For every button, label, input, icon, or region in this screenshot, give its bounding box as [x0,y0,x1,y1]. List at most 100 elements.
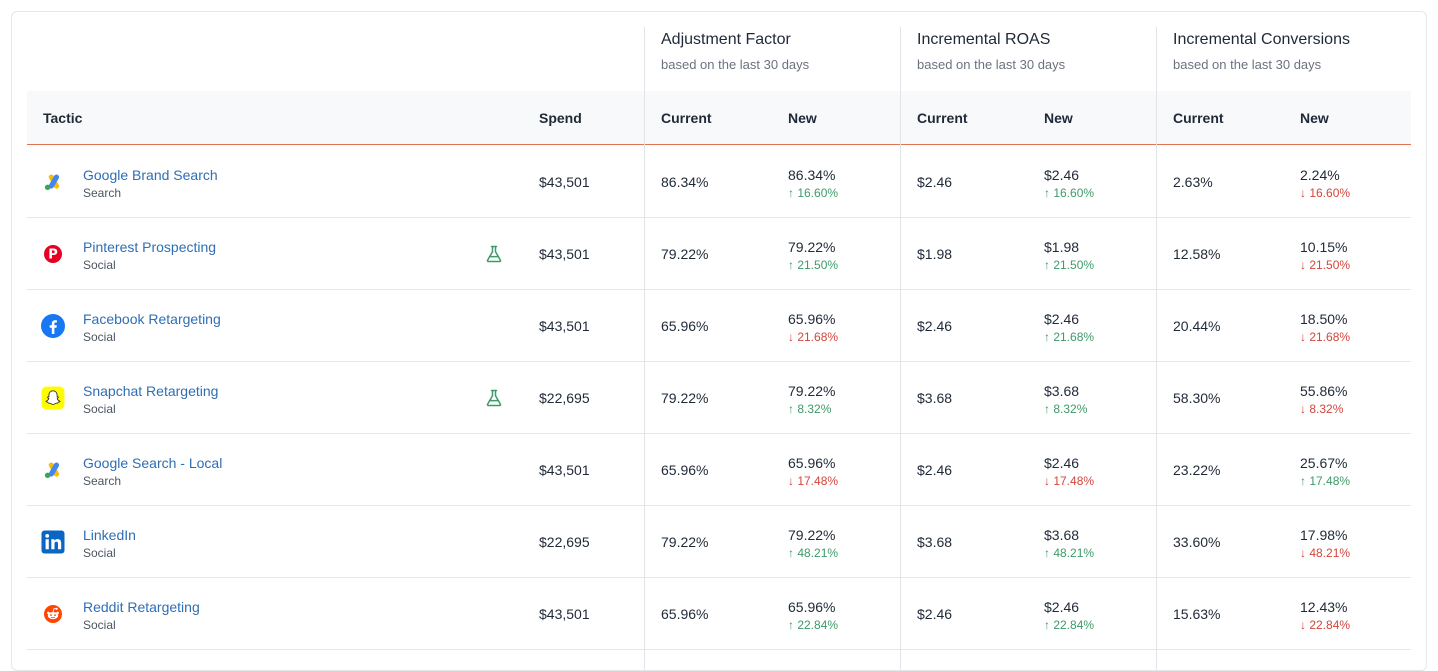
af-new-value: 79.22% [788,383,836,399]
af-new-cell: 65.96% ↑ 22.84% [788,578,838,650]
af-current-cell: 79.22% [661,390,709,406]
roas-delta: ↑ 8.32% [1044,402,1088,416]
conv-delta: ↓ 16.60% [1300,186,1351,200]
af-new-cell: 65.96% ↓ 17.48% [788,434,838,506]
tactic-channel: Search [83,474,122,488]
conv-current-cell: 23.22% [1173,462,1221,478]
af-delta: ↓ 17.48% [788,474,839,488]
column-header-conv-current[interactable]: Current [1173,110,1224,126]
column-header-roas-current[interactable]: Current [917,110,968,126]
roas-delta: ↑ 21.50% [1044,258,1095,272]
conv-delta: ↓ 8.32% [1300,402,1344,416]
table-row[interactable]: P Pinterest Prospecting Social $43,501 7… [27,218,1411,290]
tactic-channel: Social [83,330,116,344]
conv-new-value: 18.50% [1300,311,1348,327]
tactic-name-link[interactable]: Google Search - Local [83,455,223,471]
table-row[interactable]: Reddit Retargeting Social $43,501 65.96%… [27,578,1411,650]
conv-current-cell: 15.63% [1173,606,1221,622]
conv-new-value: 17.98% [1300,527,1348,543]
table-row[interactable]: Google Brand Search Search $43,501 86.34… [27,146,1411,218]
af-delta: ↓ 21.68% [788,330,839,344]
column-header-conv-new[interactable]: New [1300,110,1329,126]
conv-delta: ↓ 22.84% [1300,618,1351,632]
column-header-spend[interactable]: Spend [539,110,582,126]
conv-delta: ↑ 17.48% [1300,474,1351,488]
snapchat-icon [41,386,65,410]
af-new-value: 86.34% [788,167,836,183]
tactic-name-link[interactable]: Snapchat Retargeting [83,383,219,399]
conv-delta: ↓ 21.50% [1300,258,1351,272]
af-delta: ↑ 16.60% [788,186,839,200]
roas-current-cell: $3.68 [917,534,953,550]
tactic-name-link[interactable]: LinkedIn [83,527,136,543]
af-new-cell: 86.34% ↑ 16.60% [788,146,838,218]
svg-text:P: P [48,248,58,263]
tactic-channel: Social [83,258,116,272]
af-new-cell: 79.22% ↑ 8.32% [788,362,835,434]
roas-current-cell: $3.68 [917,390,953,406]
tactic-name-link[interactable]: Google Brand Search [83,167,218,183]
roas-new-cell: $2.46 ↑ 22.84% [1044,578,1094,650]
group-header-incremental-roas: Incremental ROAS based on the last 30 da… [917,30,1065,73]
roas-new-cell: $1.98 ↑ 21.50% [1044,218,1094,290]
af-new-value: 65.96% [788,455,836,471]
incrementality-table-card: Adjustment Factor based on the last 30 d… [11,11,1427,671]
spend-cell: $43,501 [539,462,590,478]
table-row[interactable]: Facebook Retargeting Social $43,501 65.9… [27,290,1411,362]
roas-current-cell: $2.46 [917,174,953,190]
tactic-channel: Search [83,186,122,200]
reddit-icon [43,604,63,624]
flask-icon[interactable] [484,388,504,408]
spend-cell: $43,501 [539,606,590,622]
table-body: Google Brand Search Search $43,501 86.34… [27,146,1411,650]
conv-new-cell: 2.24% ↓ 16.60% [1300,146,1350,218]
conv-new-value: 2.24% [1300,167,1340,183]
roas-new-cell: $2.46 ↑ 21.68% [1044,290,1094,362]
conv-new-cell: 12.43% ↓ 22.84% [1300,578,1350,650]
group-title: Incremental Conversions [1173,31,1350,48]
af-new-cell: 65.96% ↓ 21.68% [788,290,838,362]
group-title: Adjustment Factor [661,31,791,48]
spend-cell: $43,501 [539,246,590,262]
spend-cell: $22,695 [539,534,590,550]
conv-new-cell: 10.15% ↓ 21.50% [1300,218,1350,290]
group-divider [900,27,901,670]
roas-delta: ↑ 21.68% [1044,330,1095,344]
table-row[interactable]: Google Search - Local Search $43,501 65.… [27,434,1411,506]
flask-icon[interactable] [484,244,504,264]
table-row[interactable]: Snapchat Retargeting Social $22,695 79.2… [27,362,1411,434]
tactic-name-link[interactable]: Facebook Retargeting [83,311,221,327]
roas-new-value: $2.46 [1044,311,1080,327]
roas-new-cell: $3.68 ↑ 8.32% [1044,362,1087,434]
conv-new-value: 12.43% [1300,599,1348,615]
facebook-icon [41,314,65,338]
af-current-cell: 86.34% [661,174,709,190]
column-header-tactic[interactable]: Tactic [43,110,83,126]
roas-new-cell: $2.46 ↑ 16.60% [1044,146,1094,218]
af-new-cell: 79.22% ↑ 48.21% [788,506,838,578]
column-header-row: Tactic Spend Current New Current New Cur… [27,91,1411,145]
column-header-roas-new[interactable]: New [1044,110,1073,126]
pinterest-icon: P [43,244,63,264]
column-header-af-current[interactable]: Current [661,110,712,126]
tactic-name-link[interactable]: Pinterest Prospecting [83,239,217,255]
group-subtitle: based on the last 30 days [1173,57,1322,72]
conv-current-cell: 58.30% [1173,390,1221,406]
tactic-name-link[interactable]: Reddit Retargeting [83,599,200,615]
group-title: Incremental ROAS [917,31,1051,48]
spend-cell: $43,501 [539,318,590,334]
roas-new-cell: $3.68 ↑ 48.21% [1044,506,1094,578]
tactic-channel: Social [83,402,116,416]
conv-new-cell: 17.98% ↓ 48.21% [1300,506,1350,578]
af-new-value: 79.22% [788,239,836,255]
table-row[interactable]: LinkedIn Social $22,695 79.22% 79.22% ↑ … [27,506,1411,578]
roas-current-cell: $2.46 [917,318,953,334]
group-header-adjustment-factor: Adjustment Factor based on the last 30 d… [661,30,809,73]
conv-new-value: 25.67% [1300,455,1348,471]
af-new-cell: 79.22% ↑ 21.50% [788,218,838,290]
google-ads-icon [43,172,63,192]
af-new-value: 65.96% [788,311,836,327]
column-header-af-new[interactable]: New [788,110,817,126]
roas-current-cell: $2.46 [917,462,953,478]
group-header-incremental-conversions: Incremental Conversions based on the las… [1173,30,1350,73]
